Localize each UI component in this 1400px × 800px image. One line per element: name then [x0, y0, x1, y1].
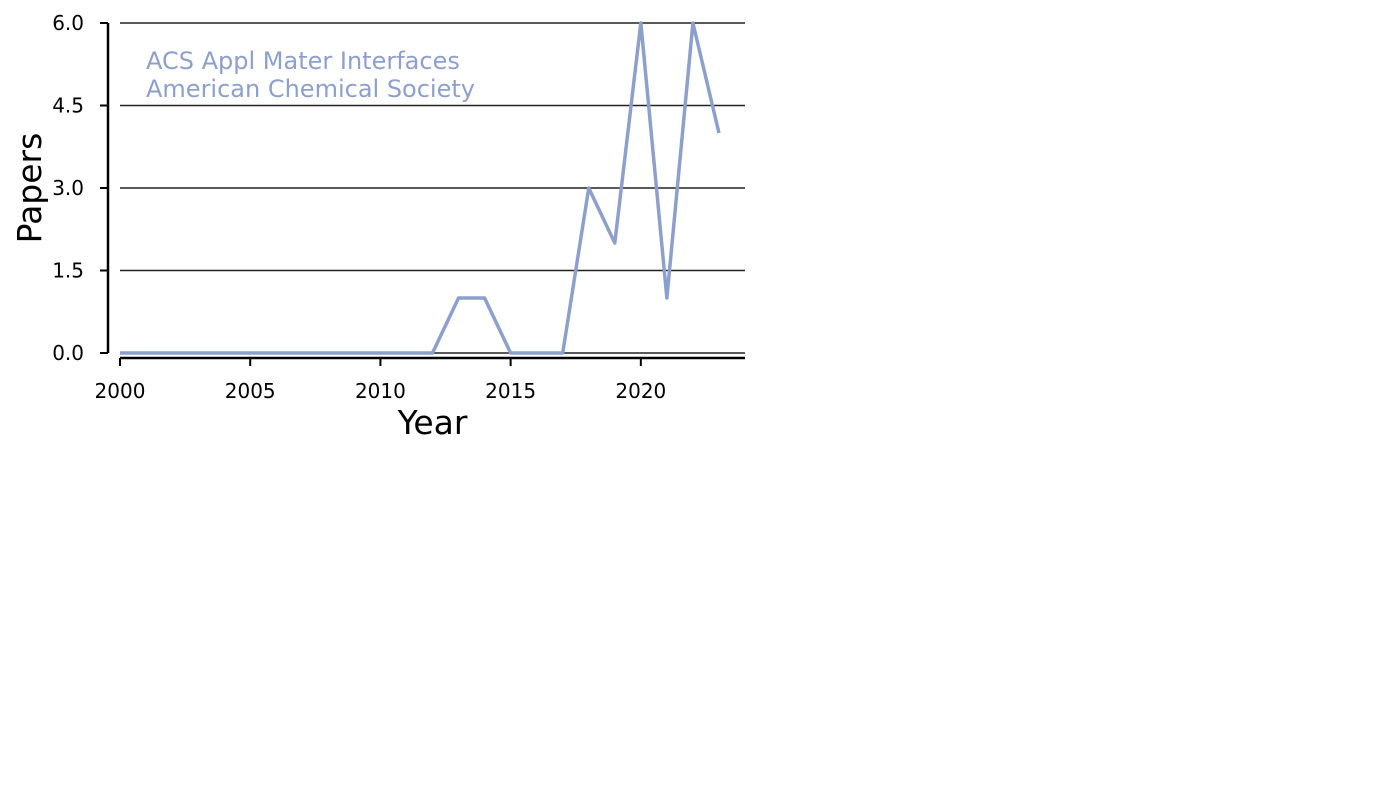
y-ticks: 0.0 1.5 3.0 4.5 6.0 [52, 11, 108, 365]
data-point [120, 353, 121, 354]
x-tick-label: 2020 [615, 379, 666, 403]
data-point [354, 353, 355, 354]
data-point [640, 23, 641, 24]
data-point [562, 353, 563, 354]
data-point [432, 353, 433, 354]
y-tick-label: 1.5 [52, 259, 84, 283]
data-point [614, 243, 615, 244]
data-point [250, 353, 251, 354]
y-tick-label: 6.0 [52, 11, 84, 35]
y-tick-label: 4.5 [52, 94, 84, 118]
data-point [380, 353, 381, 354]
y-axis-title: Papers [10, 133, 49, 244]
data-point [276, 353, 277, 354]
series-line [120, 21, 721, 355]
data-point [588, 188, 589, 189]
data-point [458, 298, 459, 299]
data-point [406, 353, 407, 354]
x-tick-label: 2000 [95, 379, 146, 403]
series [120, 21, 721, 355]
annotation-journal: ACS Appl Mater Interfaces [146, 47, 460, 75]
x-axis-title: Year [397, 403, 468, 442]
data-point [692, 23, 693, 24]
data-point [224, 353, 225, 354]
data-point [536, 353, 537, 354]
data-point [718, 133, 719, 134]
data-point [198, 353, 199, 354]
y-tick-label: 0.0 [52, 341, 84, 365]
gridlines [120, 22, 745, 354]
x-tick-label: 2010 [355, 379, 406, 403]
x-tick-label: 2005 [225, 379, 276, 403]
data-point [510, 353, 511, 354]
data-point [172, 353, 173, 354]
x-ticks: 2000 2005 2010 2015 2020 [95, 358, 666, 403]
data-point [146, 353, 147, 354]
data-point [666, 298, 667, 299]
y-tick-label: 3.0 [52, 176, 84, 200]
data-point [302, 353, 303, 354]
data-point [484, 298, 485, 299]
annotation-publisher: American Chemical Society [146, 75, 475, 103]
data-point [328, 353, 329, 354]
x-tick-label: 2015 [485, 379, 536, 403]
